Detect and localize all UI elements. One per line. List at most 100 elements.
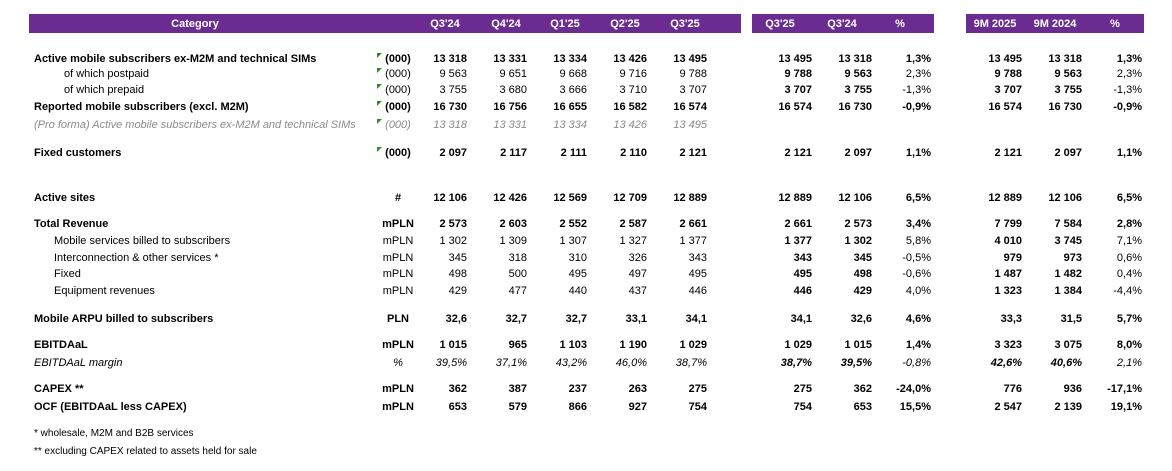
yoy-value: 754 [793,401,812,413]
row-unit: mPLN [382,218,414,230]
ytd-value: 13 318 [1048,53,1082,65]
quarter-value: 1 103 [559,339,587,351]
quarter-value: 310 [568,252,587,264]
row-unit: mPLN [382,235,414,247]
ytd-value: 5,7% [1116,313,1142,325]
quarter-value: 1 377 [679,235,707,247]
quarter-value: 343 [688,252,707,264]
row-unit: mPLN [382,383,414,395]
yoy-value: -24,0% [896,383,931,395]
row-label: CAPEX ** [34,383,84,395]
yoy-value: 9 563 [844,68,872,80]
footnote-capex: ** excluding CAPEX related to assets hel… [34,446,257,457]
quarter-value: 13 331 [493,119,527,131]
yoy-value: 4,0% [905,285,931,297]
ytd-value: 2 097 [1054,147,1082,159]
row-label: Interconnection & other services * [54,252,219,264]
yoy-value: 6,5% [905,192,931,204]
quarter-value: 16 655 [553,101,587,113]
yoy-value: 362 [853,383,872,395]
table-row: Reported mobile subscribers (excl. M2M) (… [0,100,1172,115]
quarter-value: 495 [688,268,707,280]
table-row: Mobile ARPU billed to subscribers PLN 32,6… [0,312,1172,327]
table-row: Active mobile subscribers ex-M2M and tec… [0,52,1172,67]
row-label: Fixed customers [34,147,122,159]
header-category: Category [171,18,219,30]
quarter-value: 37,1% [495,357,527,369]
row-label: Reported mobile subscribers (excl. M2M) [34,101,249,113]
quarter-value: 13 426 [613,53,647,65]
row-unit: mPLN [382,285,414,297]
yoy-value: 13 495 [778,53,812,65]
quarter-value: 9 563 [439,68,467,80]
yoy-value: 1,1% [905,147,931,159]
quarter-value: 2 603 [499,218,527,230]
quarter-value: 2 587 [619,218,647,230]
comment-marker-icon [377,147,382,152]
quarter-value: 263 [628,383,647,395]
comment-marker-icon [377,101,382,106]
yoy-value: 15,5% [899,401,931,413]
yoy-value: -0,8% [902,357,931,369]
yoy-value: 343 [793,252,812,264]
table-row: Fixed customers (000) 2 097 2 117 2 111 2 110… [0,146,1172,161]
row-label: Mobile ARPU billed to subscribers [34,313,214,325]
row-unit: (000) [385,101,411,113]
row-unit: # [394,192,402,204]
ytd-value: 13 495 [988,53,1022,65]
row-label: EBITDAaL margin [34,357,123,369]
yoy-value: 12 889 [778,192,812,204]
quarter-value: 9 788 [679,68,707,80]
comment-marker-icon [377,84,382,89]
quarter-value: 13 495 [673,119,707,131]
row-unit: mPLN [382,339,414,351]
quarter-value: 2 110 [620,147,647,159]
ytd-value: 776 [1003,383,1022,395]
quarter-value: 237 [568,383,587,395]
ytd-value: 1 482 [1054,268,1082,280]
row-label: of which prepaid [64,84,145,96]
table-row: EBITDAaL margin% 39,5% 37,1% 43,2% 46,0% 38,7… [0,356,1172,371]
quarter-value: 387 [508,383,527,395]
yoy-value: 1 377 [784,235,812,247]
ytd-value: 2 547 [994,401,1022,413]
yoy-value: -0,5% [902,252,931,264]
yoy-value: 2 097 [844,147,872,159]
quarter-value: 2 111 [560,147,587,159]
ytd-value: 12 889 [988,192,1022,204]
ytd-value: 1,1% [1116,147,1142,159]
yoy-value: -0,9% [902,101,931,113]
ytd-value: 31,5 [1060,313,1082,325]
ytd-value: 3 745 [1054,235,1082,247]
quarter-value: 866 [568,401,587,413]
ytd-value: 4 010 [994,235,1022,247]
yoy-value: 13 318 [838,53,872,65]
row-label: OCF (EBITDAaL less CAPEX) [34,401,187,413]
quarter-value: 579 [508,401,527,413]
quarter-value: 13 318 [433,119,467,131]
quarter-value: 46,0% [615,357,647,369]
yoy-value: 3,4% [905,218,931,230]
table-row: Interconnection & other services * mPLN 34… [0,251,1172,266]
table-row: Fixed mPLN 498 500 495 497 495 495 498 -0,6% 1 487… [0,267,1172,282]
yoy-value: 446 [793,285,812,297]
quarter-value: 362 [448,383,467,395]
quarter-value: 754 [688,401,707,413]
header-ytd-previous: 9M 2024 [1033,18,1077,30]
ytd-value: 40,6% [1050,357,1082,369]
quarter-value: 965 [508,339,527,351]
quarter-value: 9 651 [499,68,527,80]
quarter-value: 13 334 [553,119,587,131]
comment-marker-icon [377,53,382,58]
ytd-value: -0,9% [1113,101,1142,113]
ytd-value: 1,3% [1116,53,1142,65]
quarter-value: 440 [568,285,587,297]
ytd-value: 16 574 [988,101,1022,113]
quarter-value: 927 [628,401,647,413]
row-label: Total Revenue [34,218,109,230]
yoy-value: 4,6% [905,313,931,325]
yoy-value: -1,3% [902,84,931,96]
quarter-value: 12 426 [493,192,527,204]
ytd-value: 2 139 [1054,401,1082,413]
table-row: EBITDAaL mPLN 1 015 965 1 103 1 190 1 029 1 029… [0,338,1172,353]
